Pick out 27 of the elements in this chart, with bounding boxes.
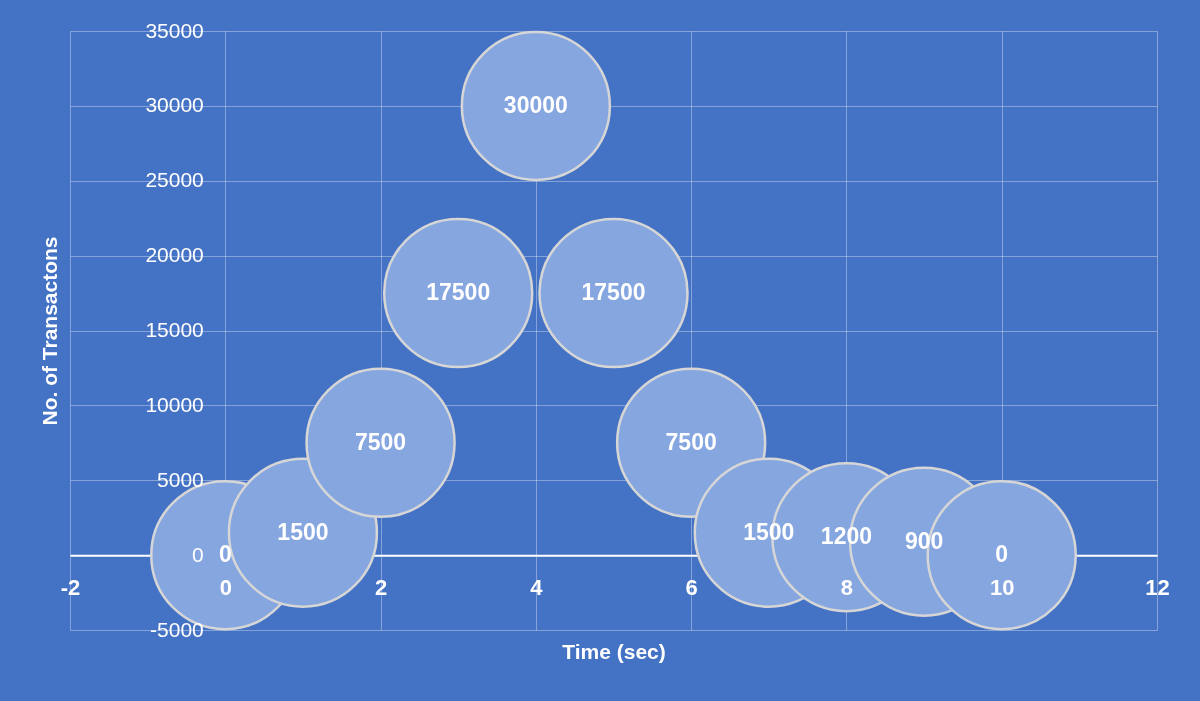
y-tick-label: 35000 [145, 18, 204, 42]
x-tick-label: 2 [374, 574, 388, 600]
y-tick-label: 5000 [157, 467, 204, 491]
x-tick-label: 10 [989, 574, 1015, 600]
x-tick-label: 6 [685, 574, 698, 600]
y-tick-label: 25000 [145, 168, 204, 192]
y-tick-label: -5000 [150, 617, 204, 641]
data-label: 7500 [665, 428, 717, 455]
y-tick-label: 30000 [145, 93, 204, 117]
data-label: 1500 [277, 518, 329, 545]
data-label: 17500 [581, 279, 646, 306]
x-tick-label: 8 [840, 574, 854, 600]
x-tick-label: -2 [60, 574, 81, 600]
x-tick-label: 12 [1145, 574, 1170, 600]
y-axis-title: No. of Transactons [37, 236, 61, 426]
x-tick-label: 0 [219, 574, 232, 600]
data-label: 17500 [426, 279, 491, 306]
data-label: 0 [218, 541, 232, 568]
y-tick-label: 15000 [145, 318, 204, 341]
y-tick-label: 0 [192, 542, 204, 566]
data-label: 0 [995, 541, 1009, 568]
data-label: 30000 [503, 91, 568, 118]
x-tick-label: 4 [530, 574, 544, 600]
x-axis-title: Time (sec) [562, 639, 666, 663]
data-label: 7500 [354, 428, 407, 455]
y-tick-label: 20000 [145, 243, 204, 267]
y-tick-label: 10000 [145, 392, 204, 416]
